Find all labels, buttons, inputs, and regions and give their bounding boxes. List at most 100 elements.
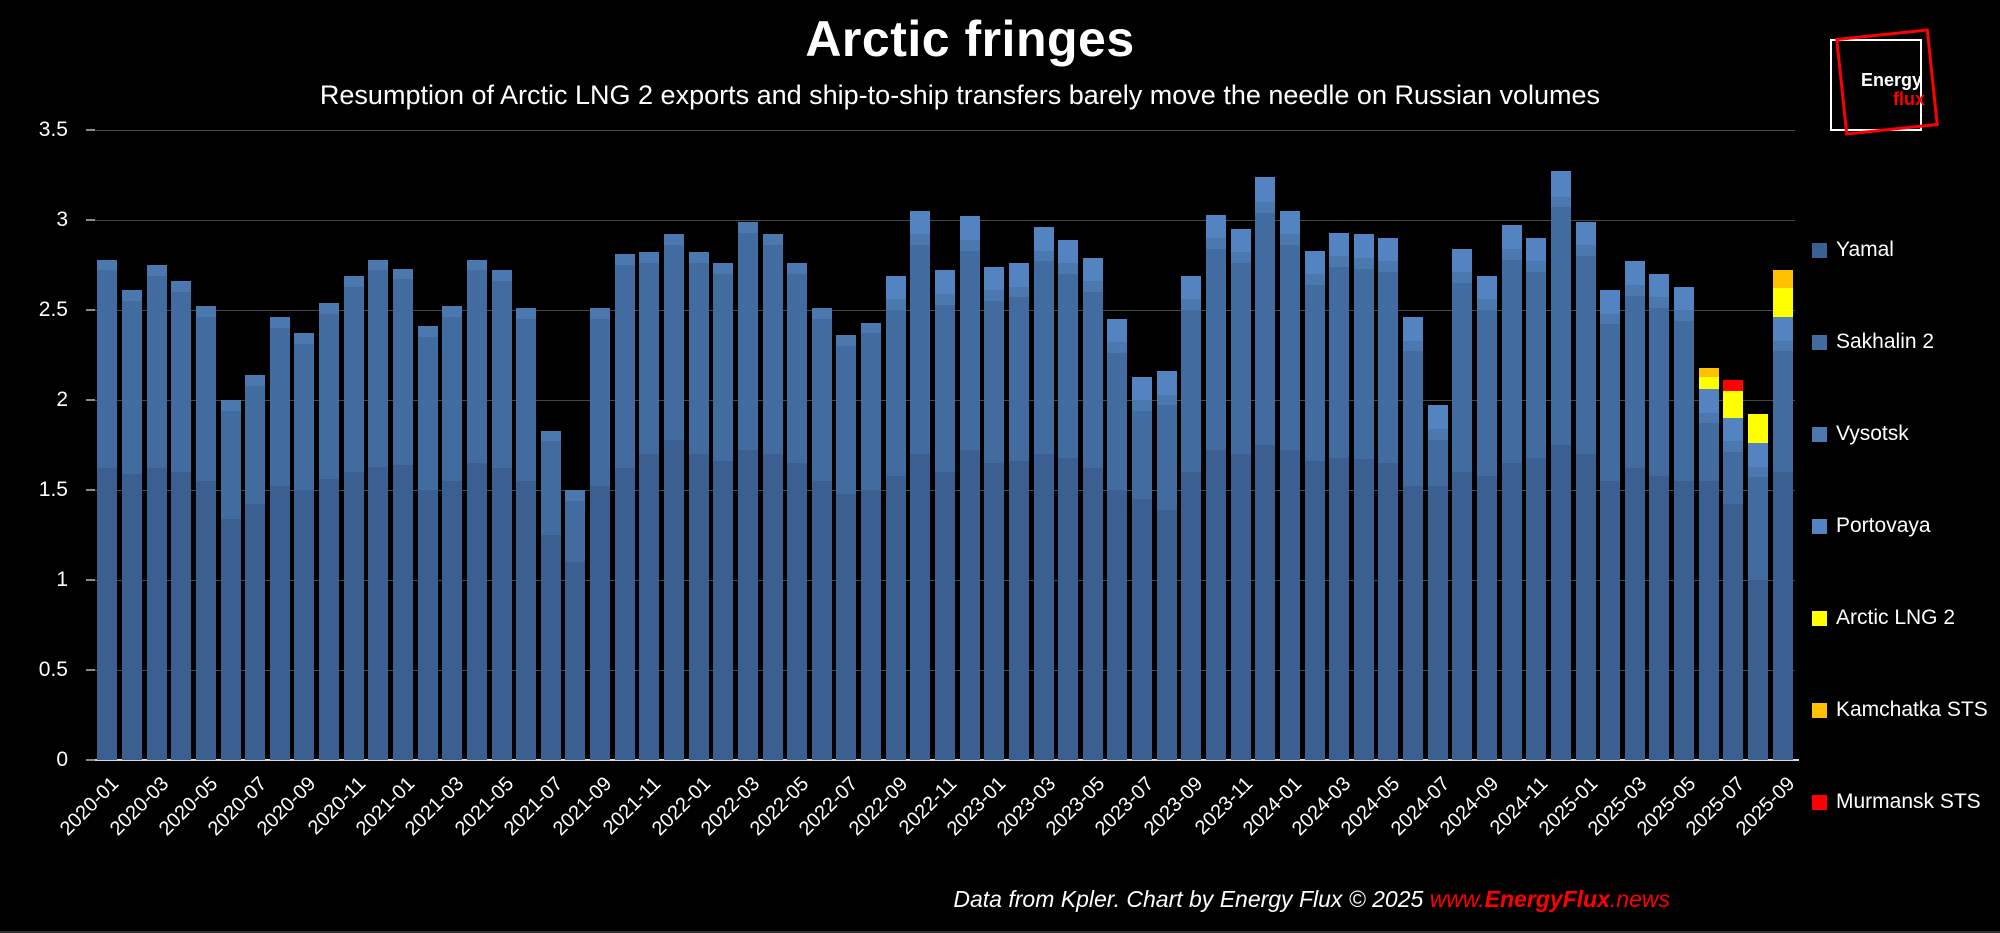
segment-sakhalin-2-2024-06 bbox=[1403, 351, 1424, 487]
segment-yamal-2020-09 bbox=[294, 490, 315, 760]
segment-yamal-2024-09 bbox=[1477, 475, 1498, 760]
segment-vysotsk-2021-07 bbox=[540, 430, 561, 442]
bar-2025-08 bbox=[1748, 414, 1769, 760]
segment-sakhalin-2-2022-03 bbox=[737, 232, 758, 451]
bar-2020-06 bbox=[220, 400, 241, 760]
segment-arctic-lng-2-2025-09 bbox=[1772, 288, 1793, 318]
segment-yamal-2022-01 bbox=[688, 454, 709, 760]
segment-yamal-2020-12 bbox=[368, 466, 389, 760]
segment-sakhalin-2-2023-08 bbox=[1156, 405, 1177, 510]
legend-label: Kamchatka STS bbox=[1836, 698, 1988, 721]
plot-area bbox=[86, 129, 1799, 761]
segment-vysotsk-2021-11 bbox=[639, 252, 660, 264]
segment-portovaya-2024-06 bbox=[1403, 317, 1424, 341]
gridline-3.0 bbox=[95, 220, 1795, 221]
segment-sakhalin-2-2021-07 bbox=[540, 441, 561, 535]
segment-portovaya-2023-12 bbox=[1255, 176, 1276, 203]
segment-vysotsk-2020-08 bbox=[269, 317, 290, 329]
segment-sakhalin-2-2025-08 bbox=[1748, 477, 1769, 580]
energy-flux-logo: Energy flux bbox=[1830, 28, 1939, 136]
legend-label: Murmansk STS bbox=[1836, 790, 1981, 813]
segment-sakhalin-2-2025-02 bbox=[1600, 324, 1621, 481]
chart-title: Arctic fringes bbox=[805, 11, 1135, 67]
bar-2021-11 bbox=[639, 252, 660, 760]
bar-2022-04 bbox=[762, 234, 783, 760]
segment-vysotsk-2021-06 bbox=[516, 308, 537, 319]
segment-yamal-2020-06 bbox=[220, 518, 241, 760]
bar-2023-02 bbox=[1008, 263, 1029, 760]
bar-2021-03 bbox=[442, 306, 463, 760]
segment-portovaya-2024-02 bbox=[1304, 250, 1325, 275]
segment-murmansk-sts-2025-07 bbox=[1723, 380, 1744, 392]
bar-2022-06 bbox=[811, 308, 832, 760]
legend-swatch-icon bbox=[1812, 426, 1827, 442]
credit-text: Data from Kpler. Chart by Energy Flux © … bbox=[953, 886, 1430, 912]
segment-yamal-2023-09 bbox=[1181, 472, 1202, 760]
segment-sakhalin-2-2022-11 bbox=[935, 304, 955, 472]
segment-vysotsk-2021-03 bbox=[442, 306, 463, 318]
legend-label: Sakhalin 2 bbox=[1836, 330, 1935, 353]
segment-vysotsk-2022-09 bbox=[885, 299, 906, 311]
segment-vysotsk-2022-07 bbox=[836, 335, 857, 347]
segment-yamal-2023-10 bbox=[1206, 450, 1226, 760]
segment-vysotsk-2023-04 bbox=[1058, 263, 1079, 275]
bar-2023-03 bbox=[1033, 227, 1054, 760]
segment-sakhalin-2-2023-10 bbox=[1206, 248, 1226, 451]
segment-vysotsk-2024-04 bbox=[1353, 257, 1374, 269]
bar-2024-08 bbox=[1452, 248, 1473, 760]
segment-portovaya-2023-08 bbox=[1156, 371, 1177, 395]
segment-sakhalin-2-2024-05 bbox=[1378, 272, 1399, 463]
bar-2021-05 bbox=[491, 270, 512, 760]
segment-yamal-2023-04 bbox=[1058, 457, 1079, 760]
segment-yamal-2021-10 bbox=[614, 468, 635, 760]
segment-yamal-2024-06 bbox=[1403, 486, 1424, 760]
segment-sakhalin-2-2020-08 bbox=[269, 328, 290, 487]
segment-arctic-lng-2-2025-08 bbox=[1748, 414, 1769, 444]
bar-2023-10 bbox=[1206, 214, 1226, 760]
segment-vysotsk-2020-06 bbox=[220, 400, 241, 411]
legend-label: Portovaya bbox=[1836, 514, 1931, 537]
segment-portovaya-2023-01 bbox=[984, 266, 1005, 291]
segment-vysotsk-2022-03 bbox=[737, 221, 758, 233]
segment-yamal-2022-03 bbox=[737, 450, 758, 760]
segment-yamal-2023-12 bbox=[1255, 445, 1276, 760]
legend-item-murmansk-sts: Murmansk STS bbox=[1812, 790, 1981, 814]
segment-vysotsk-2022-11 bbox=[935, 293, 955, 305]
segment-vysotsk-2024-03 bbox=[1329, 256, 1350, 267]
segment-vysotsk-2022-08 bbox=[861, 322, 882, 334]
y-tick-label-3: 3 bbox=[56, 208, 68, 231]
segment-vysotsk-2022-01 bbox=[688, 252, 709, 264]
legend-label: Yamal bbox=[1836, 238, 1894, 261]
segment-portovaya-2023-03 bbox=[1033, 227, 1054, 251]
segment-sakhalin-2-2024-12 bbox=[1550, 207, 1571, 445]
segment-vysotsk-2022-12 bbox=[959, 239, 980, 251]
bar-2024-05 bbox=[1378, 238, 1399, 760]
legend-item-kamchatka-sts: Kamchatka STS bbox=[1812, 698, 1988, 722]
segment-yamal-2022-12 bbox=[959, 450, 980, 760]
bar-2025-03 bbox=[1624, 261, 1645, 760]
segment-yamal-2025-02 bbox=[1600, 481, 1621, 760]
segment-vysotsk-2021-09 bbox=[590, 308, 611, 320]
segment-portovaya-2023-06 bbox=[1107, 319, 1128, 343]
segment-sakhalin-2-2021-12 bbox=[663, 245, 684, 440]
segment-vysotsk-2025-07 bbox=[1723, 441, 1744, 453]
legend-label: Arctic LNG 2 bbox=[1836, 606, 1956, 629]
bar-2023-07 bbox=[1132, 376, 1153, 760]
segment-portovaya-2024-03 bbox=[1329, 232, 1350, 257]
segment-yamal-2024-12 bbox=[1550, 445, 1571, 760]
bar-2024-01 bbox=[1279, 211, 1300, 760]
segment-portovaya-2022-12 bbox=[959, 216, 980, 240]
segment-vysotsk-2023-05 bbox=[1082, 281, 1103, 293]
segment-sakhalin-2-2023-09 bbox=[1181, 310, 1202, 472]
y-tick-label-2.5: 2.5 bbox=[38, 298, 68, 321]
credit-url[interactable]: www.EnergyFlux.news bbox=[1429, 886, 1670, 912]
segment-yamal-2025-03 bbox=[1624, 468, 1645, 760]
segment-portovaya-2022-09 bbox=[885, 275, 906, 300]
y-tick-mark-1.5 bbox=[86, 489, 95, 491]
segment-sakhalin-2-2024-11 bbox=[1526, 272, 1547, 458]
bar-2023-05 bbox=[1082, 257, 1103, 760]
segment-sakhalin-2-2021-05 bbox=[491, 281, 512, 469]
bottom-edge-line bbox=[0, 931, 2000, 933]
segment-arctic-lng-2-2025-07 bbox=[1723, 391, 1744, 419]
segment-yamal-2024-02 bbox=[1304, 461, 1325, 760]
